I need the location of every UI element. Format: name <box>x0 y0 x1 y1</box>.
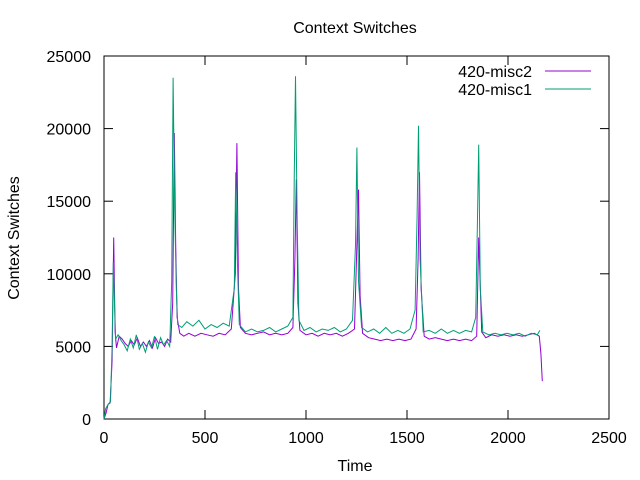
y-tick-label: 25000 <box>47 49 92 66</box>
x-tick-label: 2000 <box>490 430 526 447</box>
plot-frame <box>103 55 610 420</box>
series-layer <box>103 76 543 420</box>
y-tick-label: 20000 <box>47 122 92 139</box>
y-tick-label: 10000 <box>47 267 92 284</box>
x-tick-label: 0 <box>100 430 109 447</box>
y-axis: 0 5000 10000 15000 20000 25000 <box>47 49 609 429</box>
x-axis: 0 500 1000 1500 2000 2500 <box>100 56 627 447</box>
chart-title: Context Switches <box>293 20 417 37</box>
x-axis-title: Time <box>338 458 373 475</box>
y-tick-label: 0 <box>82 412 91 429</box>
x-tick-label: 1500 <box>389 430 425 447</box>
legend-label: 420-misc2 <box>458 64 532 81</box>
series-line-420-misc1 <box>103 76 541 420</box>
y-tick-label: 5000 <box>55 339 91 356</box>
legend-label: 420-misc1 <box>458 82 532 99</box>
x-tick-label: 500 <box>192 430 219 447</box>
x-tick-label: 1000 <box>288 430 324 447</box>
x-tick-label: 2500 <box>591 430 627 447</box>
y-axis-title: Context Switches <box>6 176 23 300</box>
y-tick-label: 15000 <box>47 194 92 211</box>
